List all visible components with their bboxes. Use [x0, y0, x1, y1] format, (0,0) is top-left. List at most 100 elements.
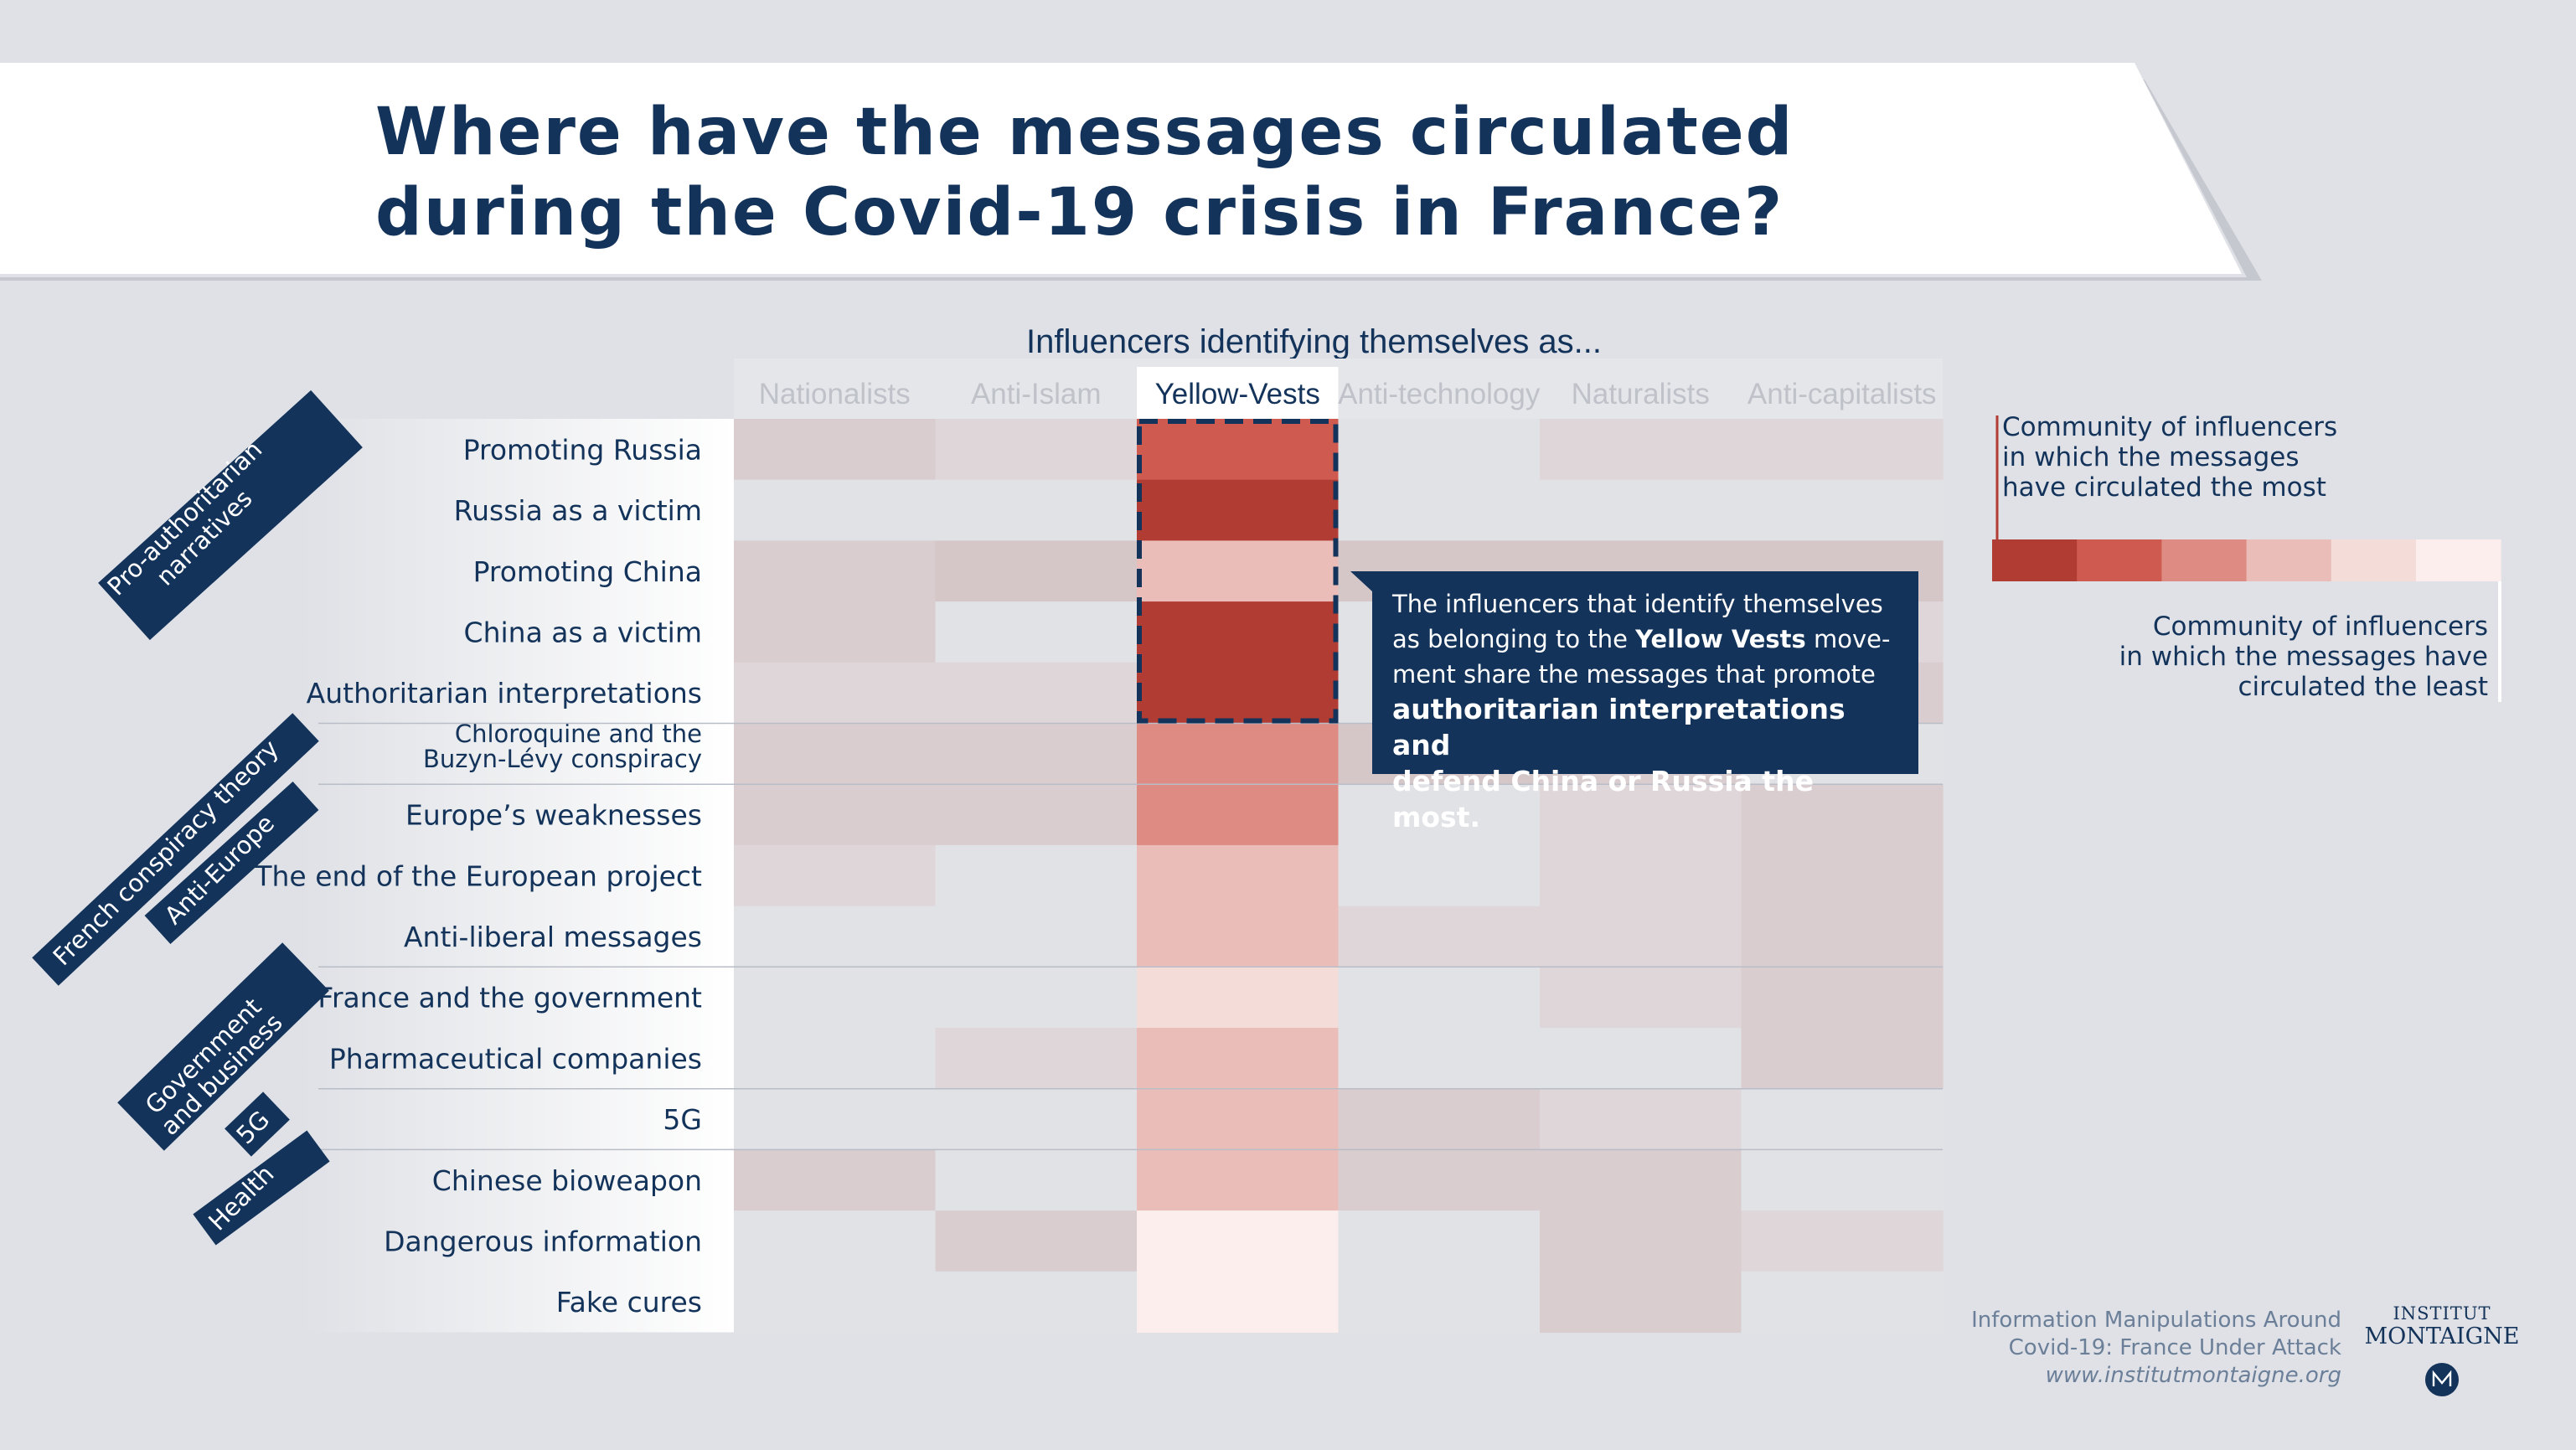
heatmap-cell [935, 967, 1138, 1029]
heatmap-cell [1540, 1271, 1742, 1334]
callout-bold: Yellow Vests [1635, 625, 1806, 653]
row-label: 5G [663, 1103, 702, 1136]
heatmap-cell [1137, 540, 1340, 602]
row-label: Pharmaceutical companies [329, 1042, 702, 1075]
legend-high-label: Community of influencers in which the me… [2002, 412, 2438, 503]
heatmap-cell [1741, 844, 1944, 907]
column-label: Naturalists [1572, 378, 1710, 410]
row-label: Russia as a victim [454, 494, 702, 527]
legend-swatch [2331, 539, 2417, 581]
heatmap-cell [1741, 967, 1944, 1029]
page-title: Where have the messages circulated durin… [375, 95, 1794, 250]
callout-line: The influencers that identify themselves [1392, 590, 1883, 618]
heatmap-cell [935, 479, 1138, 541]
callout-line: as belonging to the [1392, 625, 1636, 653]
row-label-bg [302, 419, 734, 1333]
heatmap-cell [935, 1271, 1138, 1334]
legend-low-label: Community of influencers in which the me… [2036, 611, 2488, 702]
heatmap-cell [935, 844, 1138, 907]
column-label: Yellow-Vests [1155, 378, 1320, 410]
legend-line: circulated the least [2238, 672, 2489, 702]
heatmap-cell [1741, 1028, 1944, 1090]
heatmap-cell [935, 723, 1138, 785]
heatmap-cell [1137, 1149, 1340, 1211]
heatmap-cell [935, 1028, 1138, 1090]
heatmap-cell [1540, 1210, 1742, 1272]
group-ribbon [144, 781, 319, 945]
group-ribbon [193, 1130, 330, 1246]
row-label: The end of the European project [254, 859, 702, 892]
heatmap-cell [734, 844, 937, 907]
callout-box: The influencers that identify themselves… [1372, 571, 1918, 833]
callout-line: move- [1805, 625, 1891, 653]
callout-pointer [1350, 571, 1372, 591]
row-label: China as a victim [464, 616, 702, 648]
row-label: Promoting Russia [463, 433, 702, 466]
legend-swatch [2246, 539, 2332, 581]
heatmap-cell [1338, 1210, 1541, 1272]
legend-layer [1992, 415, 2501, 702]
row-label: Dangerous information [384, 1225, 702, 1257]
heatmap-cell [734, 1088, 937, 1150]
heatmap-cell [1137, 784, 1340, 846]
heatmap-cell [935, 906, 1138, 968]
heatmap-cell [734, 1028, 937, 1090]
legend-line: Community of influencers [2152, 611, 2488, 642]
column-label: Nationalists [759, 378, 911, 410]
heatmap-cell [734, 479, 937, 541]
source-url[interactable]: www.institutmontaigne.org [2045, 1363, 2341, 1388]
heatmap-cell [935, 419, 1138, 481]
heatmap-cell [1338, 419, 1541, 481]
legend-swatch [1992, 539, 2078, 581]
heatmap-cell [734, 906, 937, 968]
heatmap-cell [935, 601, 1138, 663]
callout-text: The influencers that identify themselves… [1392, 586, 1902, 836]
row-label: Chloroquine and the [455, 720, 702, 748]
heatmap-cell [734, 601, 937, 663]
group-ribbon [98, 390, 363, 641]
legend-swatch [2161, 539, 2248, 581]
column-label: Anti-technology [1338, 378, 1541, 410]
heatmap-cell [1741, 419, 1944, 481]
heatmap-cell [1540, 784, 1742, 846]
callout-line: ment share the messages that promote [1392, 660, 1876, 689]
heatmap-cell [734, 723, 937, 785]
heatmap-cell [1741, 1149, 1944, 1211]
heatmap-cell [1137, 1088, 1340, 1150]
legend-line: have circulated the most [2002, 472, 2326, 503]
row-label: Authoritarian interpretations [307, 677, 702, 710]
row-label: Fake cures [556, 1286, 702, 1318]
heatmap-cell [1741, 906, 1944, 968]
heatmap-cell [935, 1210, 1138, 1272]
group-ribbon [32, 713, 319, 986]
heatmap-cell [1137, 967, 1340, 1029]
row-label: Chinese bioweapon [432, 1164, 702, 1197]
heatmap-cell [1137, 844, 1340, 907]
legend-swatch [2077, 539, 2162, 581]
title-banner [0, 63, 2262, 281]
heatmap-cell [734, 1210, 937, 1272]
heatmap-cell [734, 1149, 937, 1211]
heatmap-cell [1741, 1088, 1944, 1150]
heatmap-cell [734, 967, 937, 1029]
heatmap-cell [734, 1271, 937, 1334]
heatmap-cell [1540, 1088, 1742, 1150]
row-label: Promoting China [473, 555, 702, 588]
legend-swatch [2416, 539, 2501, 581]
heatmap-cell [1540, 1028, 1742, 1090]
heatmap-cell [1338, 906, 1541, 968]
heatmap-cell [1338, 967, 1541, 1029]
group-ribbon [225, 1091, 290, 1157]
heatmap-cell [1741, 479, 1944, 541]
heatmap-cell [1338, 479, 1541, 541]
heatmap-cell [1741, 784, 1944, 846]
chart-title: Influencers identifying themselves as... [1026, 323, 1603, 360]
footer-source: Information Manipulations Around Covid-1… [1952, 1307, 2341, 1390]
heatmap-cell [734, 662, 937, 725]
row-label: France and the government [317, 982, 702, 1014]
heatmap-cell [1338, 1271, 1541, 1334]
emphasis-frame [1137, 419, 1339, 724]
heatmap-cell [1137, 1210, 1340, 1272]
heatmap-cell [935, 540, 1138, 602]
